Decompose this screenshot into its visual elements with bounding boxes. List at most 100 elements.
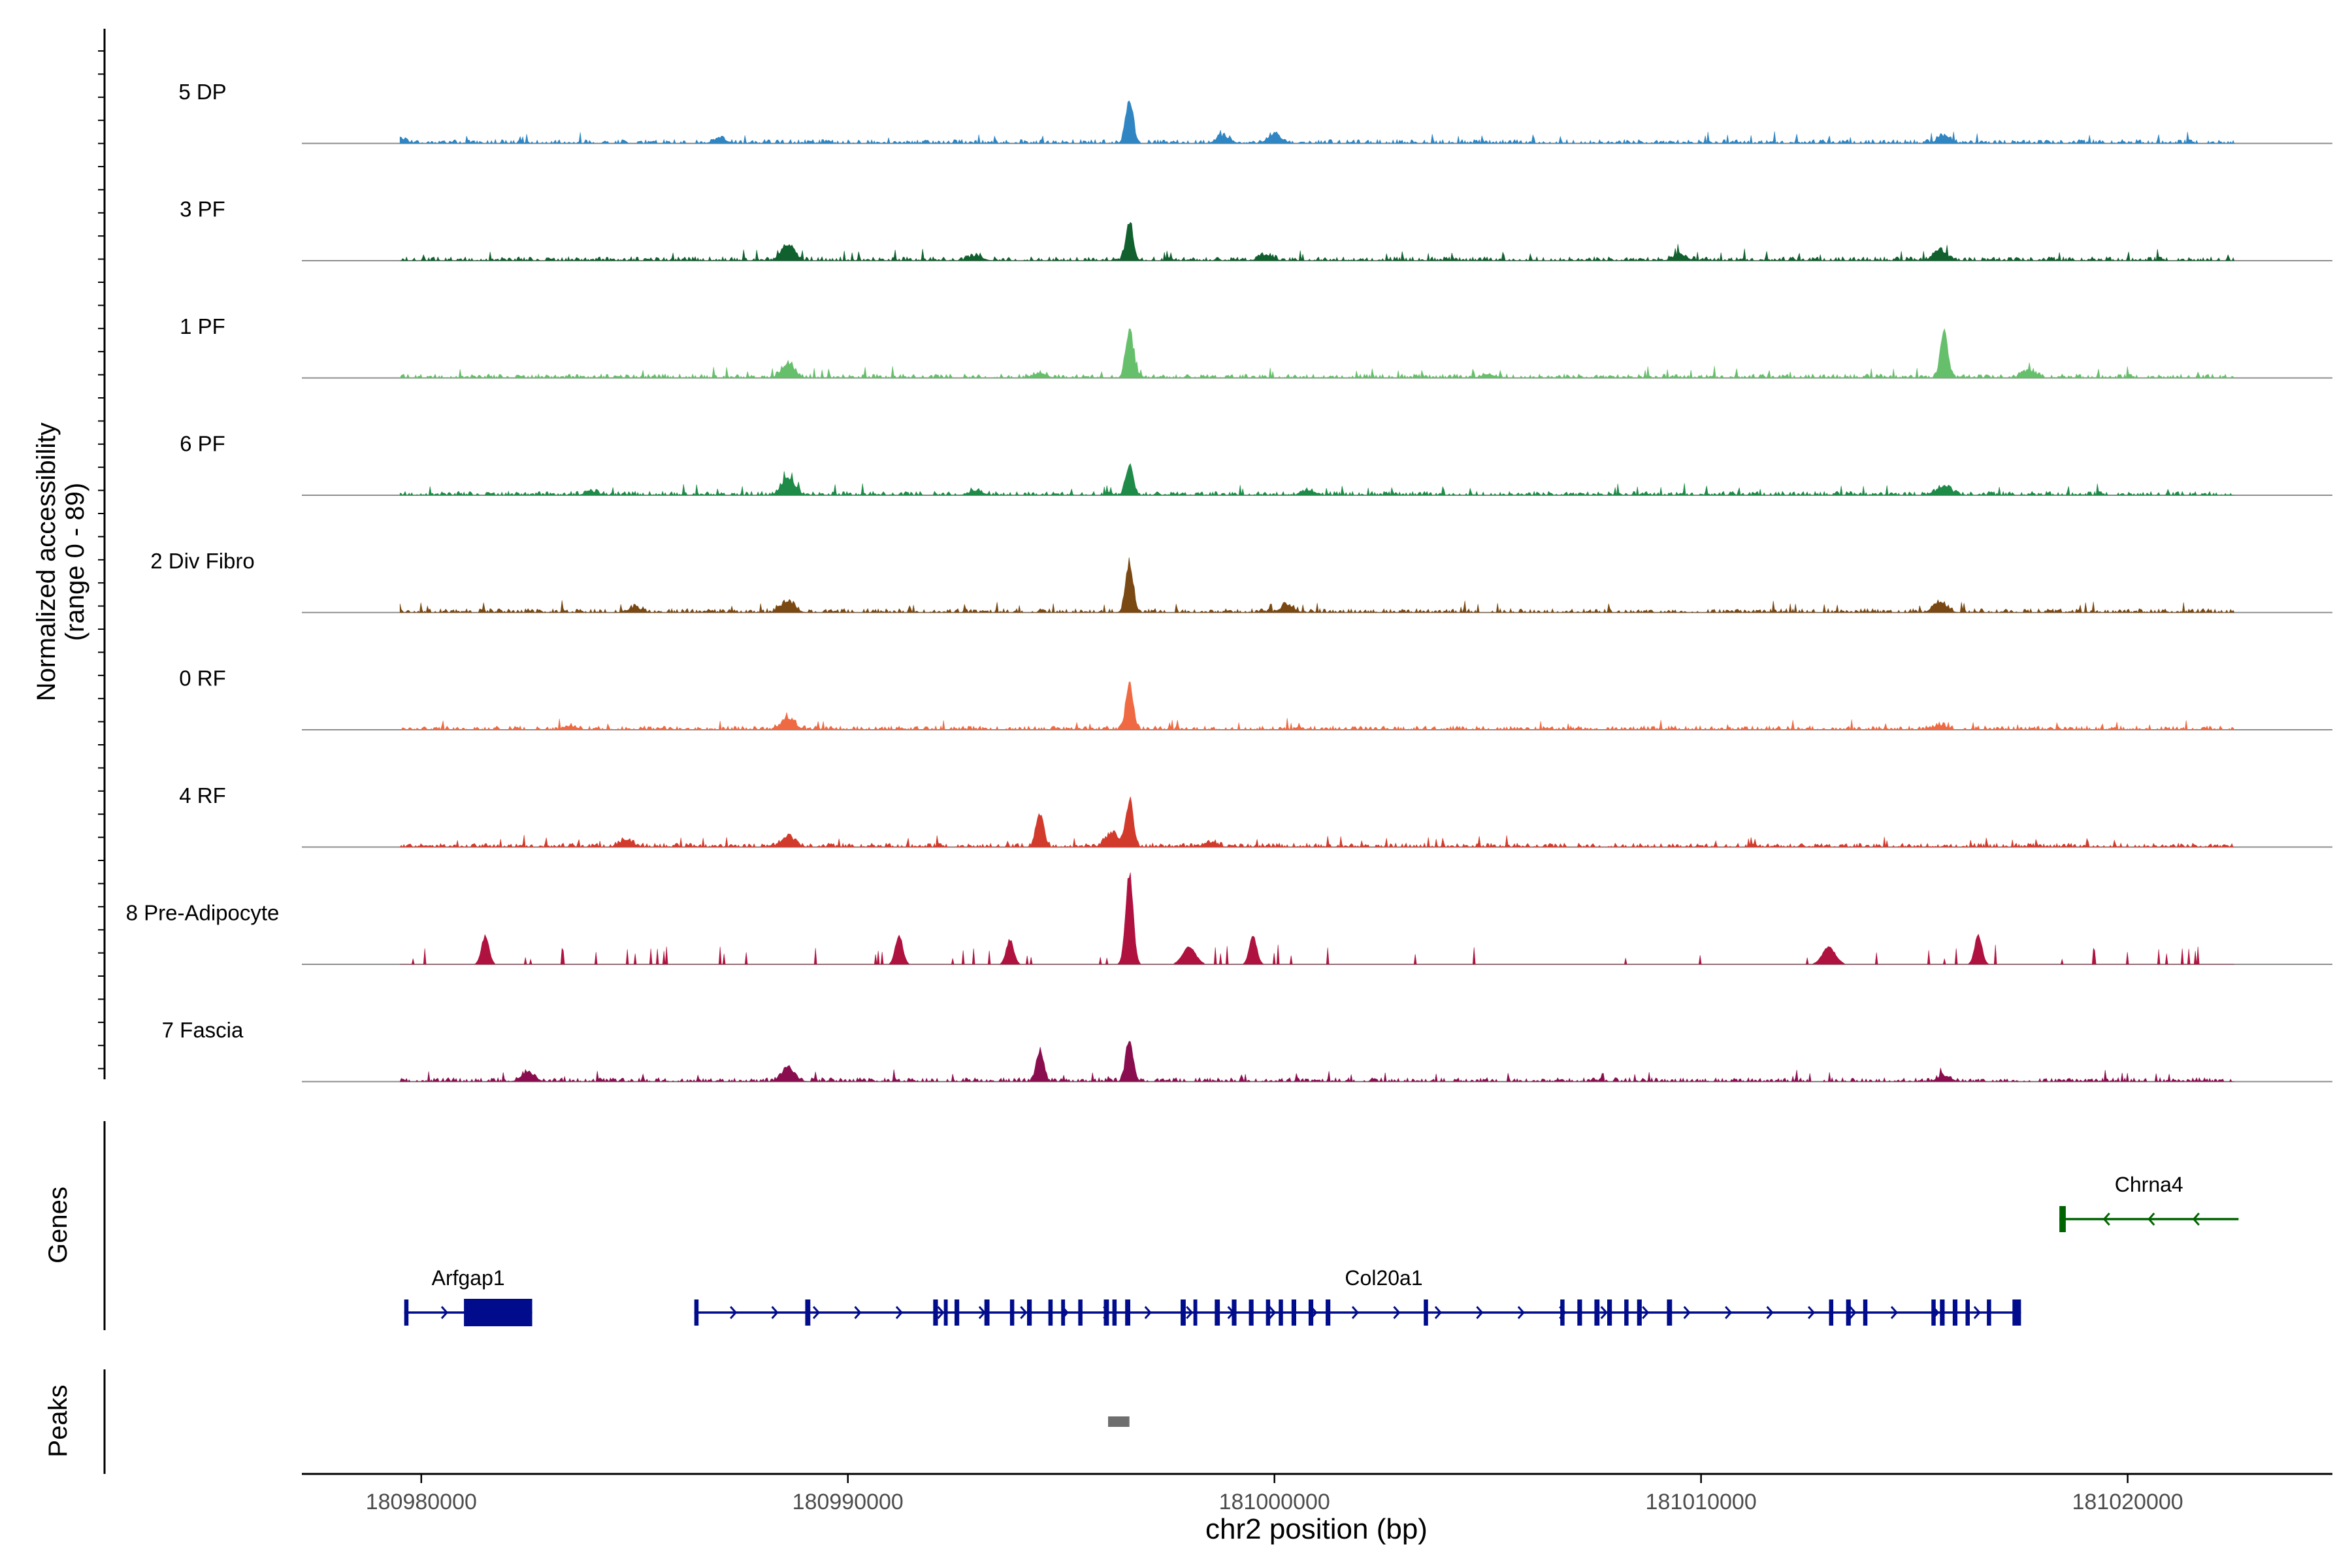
exon <box>1125 1299 1131 1326</box>
exon <box>1266 1299 1271 1326</box>
coverage-area <box>399 557 2235 613</box>
axes: 180980000 180990000 181000000 181010000 1810… <box>98 29 2332 1514</box>
strand-arrow <box>895 1306 903 1319</box>
exon <box>1940 1299 1945 1326</box>
peak-annotation <box>1108 1416 1130 1427</box>
track-4: 6 PF <box>180 432 2332 497</box>
exon <box>955 1299 960 1326</box>
gene-label: Col20a1 <box>1345 1266 1422 1290</box>
coverage-area <box>399 463 2234 497</box>
exon <box>1965 1299 1970 1326</box>
exon <box>1424 1299 1428 1326</box>
peak-region <box>1108 1416 1130 1427</box>
exon <box>694 1299 699 1326</box>
exon <box>1027 1299 1032 1326</box>
exon <box>1308 1299 1314 1326</box>
track-label: 4 RF <box>179 783 226 808</box>
strand-arrow <box>1186 1306 1194 1319</box>
exon <box>1193 1299 1198 1326</box>
strand-arrow <box>1351 1306 1360 1319</box>
exon <box>1279 1299 1283 1326</box>
strand-arrow <box>1849 1306 1857 1319</box>
track-label: 1 PF <box>180 314 225 338</box>
coverage-area <box>399 1041 2234 1083</box>
strand-arrow <box>440 1306 449 1319</box>
exon <box>1061 1299 1066 1326</box>
strand-arrow <box>1020 1306 1028 1319</box>
exon <box>464 1299 532 1326</box>
y-axis-label-line2: (range 0 - 89) <box>61 483 90 641</box>
track-1: 5 DP <box>178 80 2332 144</box>
strand-arrow <box>1766 1306 1774 1319</box>
exon <box>404 1299 409 1326</box>
exon <box>1637 1299 1642 1326</box>
exon <box>2012 1299 2021 1326</box>
track-label: 8 Pre-Adipocyte <box>126 901 280 925</box>
track-label: 5 DP <box>178 80 226 104</box>
exon <box>1829 1299 1834 1326</box>
strand-arrow <box>1434 1306 1442 1319</box>
exon <box>1103 1299 1109 1326</box>
exon <box>1215 1299 1220 1326</box>
track-7: 4 RF <box>179 783 2332 848</box>
x-tick-label: 181010000 <box>1646 1490 1757 1514</box>
x-axis-label: chr2 position (bp) <box>1205 1513 1428 1545</box>
exon <box>1112 1299 1117 1326</box>
track-label: 7 Fascia <box>162 1018 244 1042</box>
x-tick-label: 180990000 <box>792 1490 904 1514</box>
exon <box>1181 1299 1186 1326</box>
exon <box>1078 1299 1083 1326</box>
track-label: 0 RF <box>179 666 226 691</box>
exon <box>1249 1299 1254 1326</box>
strand-arrow <box>1517 1306 1525 1319</box>
strand-arrow <box>1268 1306 1277 1319</box>
exon <box>1048 1299 1053 1326</box>
exon <box>1291 1299 1297 1326</box>
coverage-area <box>399 796 2234 848</box>
strand-arrow <box>1144 1306 1152 1319</box>
strand-arrow <box>1973 1306 1981 1319</box>
track-2: 3 PF <box>180 197 2332 262</box>
track-8: 8 Pre-Adipocyte <box>126 872 2332 965</box>
strand-arrow <box>1476 1306 1484 1319</box>
strand-arrow <box>2148 1213 2155 1226</box>
track-5: 2 Div Fibro <box>150 549 2332 613</box>
coverage-area <box>400 872 2234 965</box>
exon <box>1607 1299 1612 1326</box>
exon <box>1577 1299 1582 1326</box>
strand-arrow <box>937 1306 945 1319</box>
coverage-area <box>400 681 2235 731</box>
exon <box>1326 1299 1331 1326</box>
exon <box>805 1299 811 1326</box>
track-3: 1 PF <box>180 314 2332 379</box>
strand-arrow <box>730 1306 738 1319</box>
y-axis-label-line1: Normalized accessibility <box>32 423 61 702</box>
coverage-tracks: 5 DP 3 PF 1 PF 6 PF 2 Div Fibro 0 RF 4 RF 8 Pre… <box>126 80 2332 1083</box>
exon <box>984 1299 990 1326</box>
exon <box>1232 1299 1237 1326</box>
x-tick-label: 181020000 <box>2072 1490 2183 1514</box>
track-label: 3 PF <box>180 197 225 221</box>
exon <box>1987 1299 1991 1326</box>
exon <box>933 1299 938 1326</box>
peaks-panel-label: Peaks <box>44 1384 73 1457</box>
gene-label: Chrna4 <box>2115 1173 2183 1196</box>
exon <box>2059 1206 2066 1232</box>
track-9: 7 Fascia <box>162 1018 2332 1083</box>
strand-arrow <box>1600 1306 1608 1319</box>
track-6: 0 RF <box>179 666 2332 731</box>
gene-arfgap1: Arfgap1 <box>404 1266 532 1326</box>
track-label: 2 Div Fibro <box>150 549 255 573</box>
exon <box>1594 1299 1600 1326</box>
coverage-area <box>399 328 2235 379</box>
strand-arrow <box>812 1306 821 1319</box>
x-tick-label: 180980000 <box>366 1490 477 1514</box>
coverage-area <box>399 100 2235 144</box>
exon <box>1952 1299 1958 1326</box>
exon <box>1667 1299 1673 1326</box>
exon <box>1560 1299 1565 1326</box>
coverage-area <box>400 221 2235 262</box>
exon <box>1846 1299 1851 1326</box>
x-tick-label: 181000000 <box>1219 1490 1330 1514</box>
